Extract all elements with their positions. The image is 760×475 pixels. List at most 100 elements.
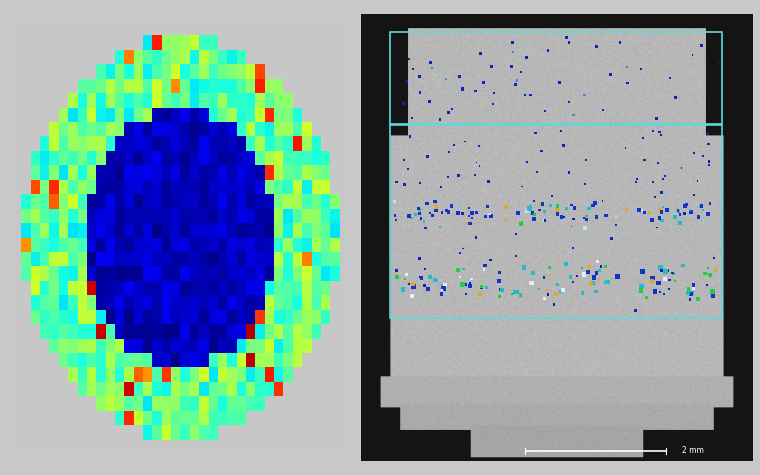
Point: [593, 276, 605, 283]
Point: [460, 281, 472, 288]
Point: [453, 73, 465, 80]
Point: [475, 283, 487, 290]
Point: [453, 171, 465, 179]
Point: [622, 79, 634, 86]
Point: [404, 133, 416, 140]
Point: [459, 138, 471, 145]
Point: [413, 255, 426, 263]
Point: [552, 281, 564, 288]
Point: [644, 209, 656, 216]
Bar: [391, 124, 722, 318]
Point: [679, 202, 692, 210]
Point: [454, 249, 466, 256]
Point: [404, 280, 416, 288]
Point: [559, 260, 572, 268]
Point: [701, 264, 714, 272]
Point: [635, 287, 648, 294]
Point: [446, 105, 458, 113]
Point: [520, 54, 532, 61]
Point: [675, 164, 687, 172]
Point: [434, 223, 446, 231]
Point: [391, 178, 403, 186]
Point: [692, 295, 705, 303]
Point: [635, 207, 648, 214]
Point: [529, 210, 541, 218]
Point: [388, 198, 401, 206]
Point: [508, 288, 521, 296]
Point: [647, 127, 659, 135]
Point: [488, 89, 500, 96]
Point: [425, 59, 437, 66]
Point: [405, 214, 417, 222]
Point: [641, 294, 653, 302]
Point: [581, 212, 593, 220]
Point: [610, 221, 622, 229]
Point: [563, 39, 575, 47]
Point: [674, 211, 686, 218]
Point: [530, 168, 543, 176]
Point: [629, 307, 641, 314]
Point: [667, 269, 679, 277]
Point: [583, 263, 595, 271]
Point: [391, 217, 403, 224]
Point: [413, 273, 426, 280]
Point: [442, 208, 454, 216]
Point: [424, 273, 436, 281]
Point: [521, 158, 534, 166]
Point: [540, 108, 552, 115]
Point: [606, 275, 618, 283]
Point: [413, 210, 426, 218]
Point: [466, 214, 478, 222]
Point: [672, 207, 684, 214]
Point: [652, 159, 664, 167]
Point: [483, 178, 495, 185]
Point: [500, 203, 512, 211]
Point: [548, 301, 560, 308]
Point: [680, 200, 692, 208]
Point: [480, 213, 492, 220]
Point: [702, 210, 714, 218]
Point: [546, 192, 558, 200]
Point: [538, 274, 550, 282]
Point: [670, 94, 682, 102]
Point: [420, 224, 432, 232]
Point: [516, 218, 528, 226]
Point: [703, 158, 715, 166]
Point: [470, 234, 482, 241]
Point: [539, 217, 551, 224]
Point: [457, 209, 469, 217]
Point: [442, 149, 454, 156]
Point: [434, 116, 446, 124]
Point: [435, 209, 448, 217]
Point: [591, 288, 603, 295]
Point: [409, 211, 421, 218]
Point: [469, 171, 481, 179]
Point: [632, 175, 644, 182]
Point: [571, 272, 583, 280]
Point: [694, 203, 706, 210]
Point: [593, 267, 605, 275]
Point: [404, 212, 416, 219]
Point: [407, 65, 419, 73]
Point: [582, 268, 594, 276]
Point: [448, 141, 461, 149]
Point: [465, 209, 477, 217]
Point: [576, 264, 588, 271]
Point: [407, 280, 419, 288]
Point: [506, 290, 518, 298]
Point: [414, 89, 426, 96]
Point: [528, 215, 540, 223]
Point: [465, 275, 477, 283]
Point: [421, 199, 433, 207]
Point: [563, 169, 575, 176]
Point: [709, 266, 721, 274]
Point: [537, 200, 549, 208]
Point: [630, 179, 642, 186]
Point: [437, 285, 449, 293]
Point: [636, 268, 648, 276]
Point: [426, 64, 438, 71]
Point: [391, 267, 403, 275]
Point: [660, 267, 672, 275]
Point: [557, 286, 569, 294]
Point: [481, 202, 493, 210]
